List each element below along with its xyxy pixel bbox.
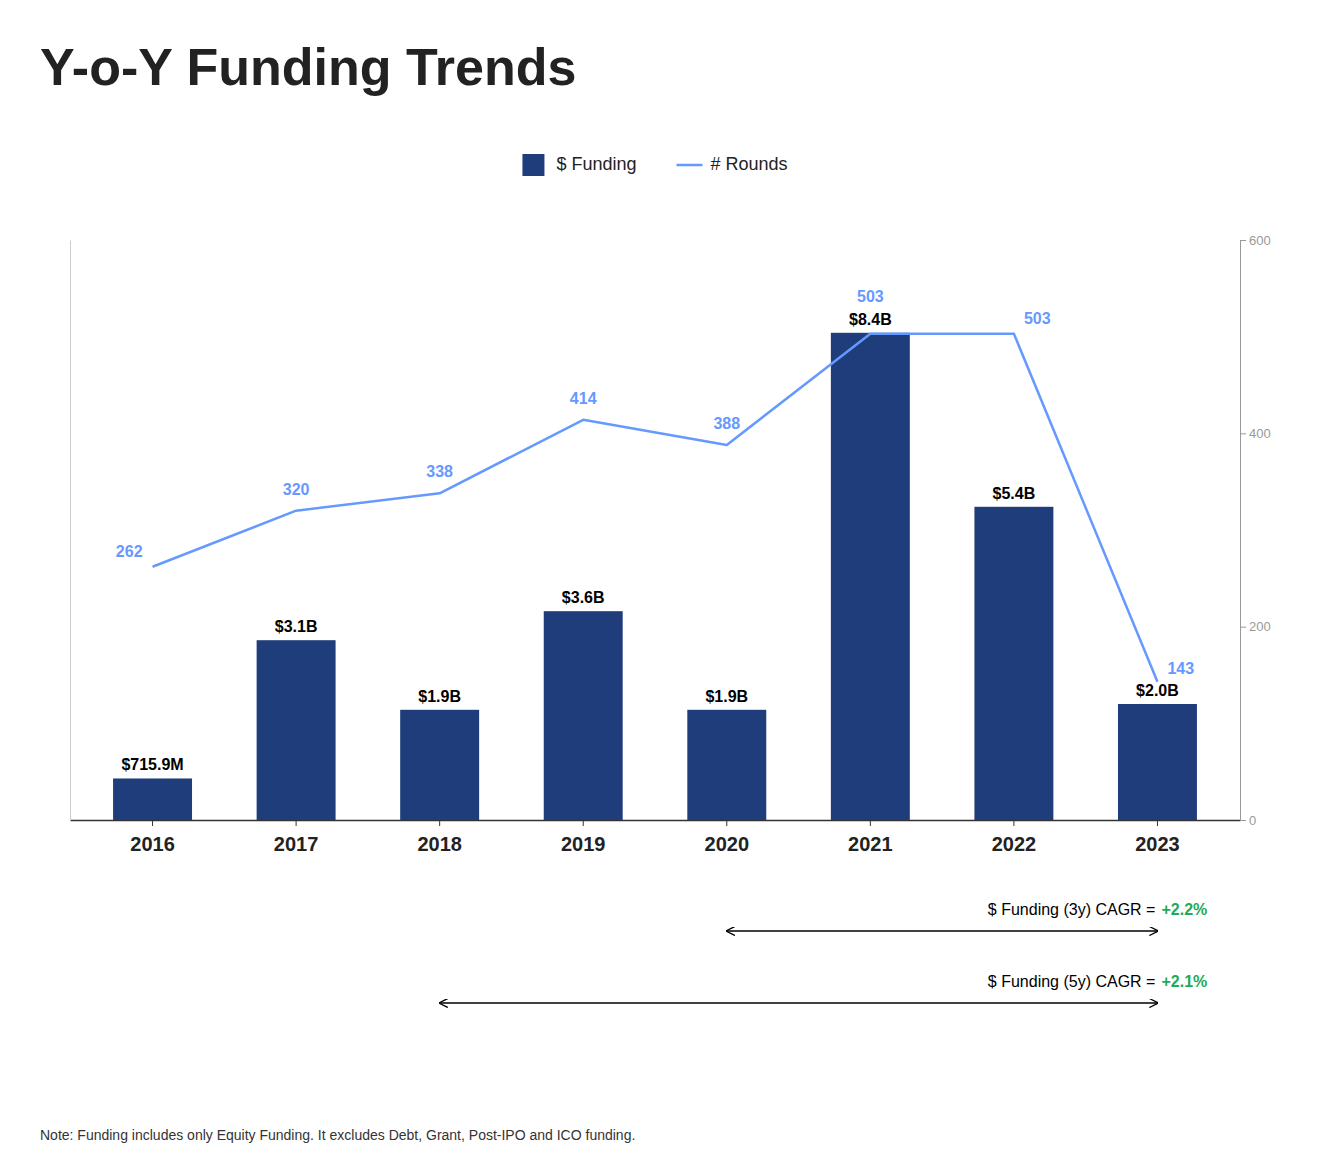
x-tick-label: 2017 (274, 833, 319, 855)
bar (257, 640, 336, 820)
annotation-value: +2.1% (1161, 973, 1207, 990)
x-axis-line (71, 820, 1241, 822)
bar-label: $715.9M (121, 756, 183, 773)
bar-label: $3.6B (562, 589, 605, 606)
line-label: 143 (1167, 660, 1194, 677)
line-label: 388 (713, 415, 740, 432)
y-axis (70, 241, 71, 821)
y2-tick: 0 (1240, 813, 1256, 828)
bar-label: $1.9B (418, 688, 461, 705)
y2-tick: 400 (1240, 426, 1271, 441)
x-tick-mark (439, 820, 440, 826)
annotation-arrow (440, 1002, 1158, 1004)
line (153, 334, 1158, 682)
x-tick-mark (870, 820, 871, 826)
marks (113, 333, 1197, 820)
y2-tick-mark (1240, 627, 1246, 628)
x-axis: 2016 2017 2018 2019 2020 2021 2022 2023 (71, 820, 1241, 855)
y2-tick: 200 (1240, 619, 1271, 634)
chart-svg: Y-o-Y Funding Trends 2016 2017 2018 2019 2020… (0, 0, 1340, 1170)
bar-label: $2.0B (1136, 682, 1179, 699)
x-tick-label: 2018 (417, 833, 462, 855)
x-tick-mark (726, 820, 727, 826)
line-label: 414 (570, 390, 597, 407)
y2-tick-mark (1240, 240, 1246, 241)
legend-swatch (522, 154, 544, 176)
x-tick-mark (296, 820, 297, 826)
note: Note: Funding includes only Equity Fundi… (40, 1127, 635, 1143)
y2-axis-line (1240, 241, 1241, 821)
x-tick-mark (583, 820, 584, 826)
bar-label: $1.9B (705, 688, 748, 705)
x-tick: 2016 (130, 820, 175, 855)
line-label: 503 (857, 288, 884, 305)
y-axis-line (70, 241, 71, 821)
x-tick: 2019 (561, 820, 606, 855)
bar (544, 611, 623, 820)
line-label: 338 (426, 463, 453, 480)
bar (687, 710, 766, 820)
x-tick-label: 2022 (992, 833, 1037, 855)
annotation-arrow (727, 930, 1158, 932)
x-tick-label: 2021 (848, 833, 893, 855)
x-tick: 2022 (992, 820, 1037, 855)
y2-tick-mark (1240, 820, 1246, 821)
x-tick-label: 2020 (705, 833, 750, 855)
annotation-text: $ Funding (3y) CAGR = (988, 901, 1156, 918)
x-tick: 2023 (1135, 820, 1180, 855)
x-tick: 2018 (417, 820, 462, 855)
line-label: 262 (116, 543, 143, 560)
title: Y-o-Y Funding Trends (40, 38, 576, 96)
bar-label: $3.1B (275, 618, 318, 635)
annotation-text: $ Funding (5y) CAGR = (988, 973, 1156, 990)
x-tick-mark (1013, 820, 1014, 826)
legend-item: $ Funding (522, 154, 636, 176)
plot: 2016 2017 2018 2019 2020 2021 2022 2023 0 200 400 6… (71, 233, 1271, 855)
y2-tick-label: 600 (1249, 233, 1271, 248)
line-label: 503 (1024, 310, 1051, 327)
bar (113, 778, 192, 820)
bar-label: $5.4B (993, 485, 1036, 502)
chart-container: Y-o-Y Funding Trends 2016 2017 2018 2019 2020… (0, 0, 1340, 1170)
x-tick-label: 2016 (130, 833, 175, 855)
x-tick-mark (152, 820, 153, 826)
x-tick-label: 2023 (1135, 833, 1180, 855)
legend-label: $ Funding (556, 154, 636, 174)
x-tick: 2021 (848, 820, 893, 855)
y2-tick: 600 (1240, 233, 1271, 248)
y2-tick-mark (1240, 433, 1246, 434)
y2-tick-label: 400 (1249, 426, 1271, 441)
bar-label: $8.4B (849, 311, 892, 328)
bar (1118, 704, 1197, 820)
legend-label: # Rounds (711, 154, 788, 174)
y2-tick-label: 0 (1249, 813, 1256, 828)
legend-swatch (677, 164, 703, 167)
x-tick: 2020 (705, 820, 750, 855)
annotations: $ Funding (3y) CAGR = +2.2% $ Funding (5y… (40, 901, 1207, 1143)
data-labels: $715.9M $3.1B $1.9B $3.6B $1.9B $8.4B $5.4B $2.… (116, 288, 1194, 774)
x-tick: 2017 (274, 820, 319, 855)
background (0, 0, 1340, 1170)
bar (400, 710, 479, 820)
y2-tick-label: 200 (1249, 619, 1271, 634)
legend-item: # Rounds (677, 154, 788, 174)
annotation-value: +2.2% (1161, 901, 1207, 918)
y2-axis: 0 200 400 600 (1240, 233, 1271, 828)
x-tick-label: 2019 (561, 833, 606, 855)
bar (974, 507, 1053, 820)
bar (831, 333, 910, 820)
line-label: 320 (283, 481, 310, 498)
x-tick-mark (1157, 820, 1158, 826)
legend: $ Funding # Rounds (522, 154, 787, 176)
